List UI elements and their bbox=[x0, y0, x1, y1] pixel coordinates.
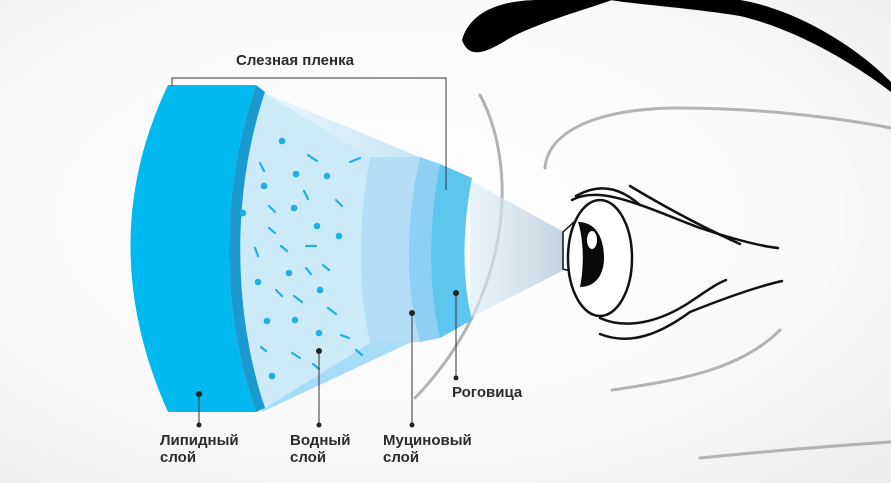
leader-lines bbox=[171, 77, 457, 425]
upper-eyelid bbox=[570, 193, 780, 250]
cornea-dot bbox=[453, 290, 459, 296]
bottom-band bbox=[262, 338, 420, 412]
eyebrow-ridge-line bbox=[543, 106, 891, 170]
water-label-line1: Водный bbox=[290, 432, 351, 449]
upper-eyelid-crease bbox=[574, 187, 642, 207]
lipid-layer bbox=[130, 85, 256, 412]
beam bbox=[470, 180, 564, 318]
water-dot bbox=[316, 348, 322, 354]
lower-face-line bbox=[698, 440, 891, 460]
lipid-dot bbox=[196, 391, 202, 397]
water-label-line2: слой bbox=[290, 449, 327, 466]
iris bbox=[578, 222, 604, 287]
tear-film-layers bbox=[130, 85, 472, 412]
eyebrow bbox=[462, 0, 891, 92]
lower-eyelid bbox=[598, 278, 728, 325]
mucin-dot bbox=[409, 310, 415, 316]
lower-lid-line bbox=[598, 279, 784, 340]
eye bbox=[562, 184, 784, 340]
upper-lashline bbox=[628, 184, 742, 246]
lipid-label-line2: слой bbox=[160, 449, 197, 466]
mucin-label-line2: слой bbox=[383, 449, 420, 466]
cornea-label: Роговица bbox=[452, 384, 523, 401]
cornea-end-dot bbox=[453, 375, 459, 381]
title-bracket bbox=[171, 77, 447, 190]
aqueous-particles bbox=[239, 137, 364, 380]
cornea-layer bbox=[431, 164, 472, 338]
cheek-line bbox=[610, 328, 782, 392]
mucin-layer-mid bbox=[408, 157, 440, 342]
diagram-title: Слезная пленка bbox=[236, 52, 354, 69]
leader-dots bbox=[196, 290, 459, 428]
water-end-dot bbox=[316, 422, 322, 428]
aqueous-layer-label: Водный слой bbox=[290, 432, 350, 466]
lipid-label-line1: Липидный bbox=[160, 432, 239, 449]
face-outline bbox=[413, 93, 891, 460]
lipid-layer-label: Липидный слой bbox=[160, 432, 239, 466]
pupil-highlight bbox=[587, 231, 597, 249]
mucin-label-line1: Муциновый bbox=[383, 432, 472, 449]
lipid-end-dot bbox=[196, 422, 202, 428]
mucin-layer-light bbox=[361, 157, 420, 343]
lipid-layer-edge bbox=[229, 85, 265, 412]
mucin-layer-label: Муциновый слой bbox=[383, 432, 472, 466]
top-fade-strip bbox=[258, 90, 422, 158]
aqueous-layer bbox=[239, 92, 370, 410]
mucin-end-dot bbox=[409, 422, 415, 428]
